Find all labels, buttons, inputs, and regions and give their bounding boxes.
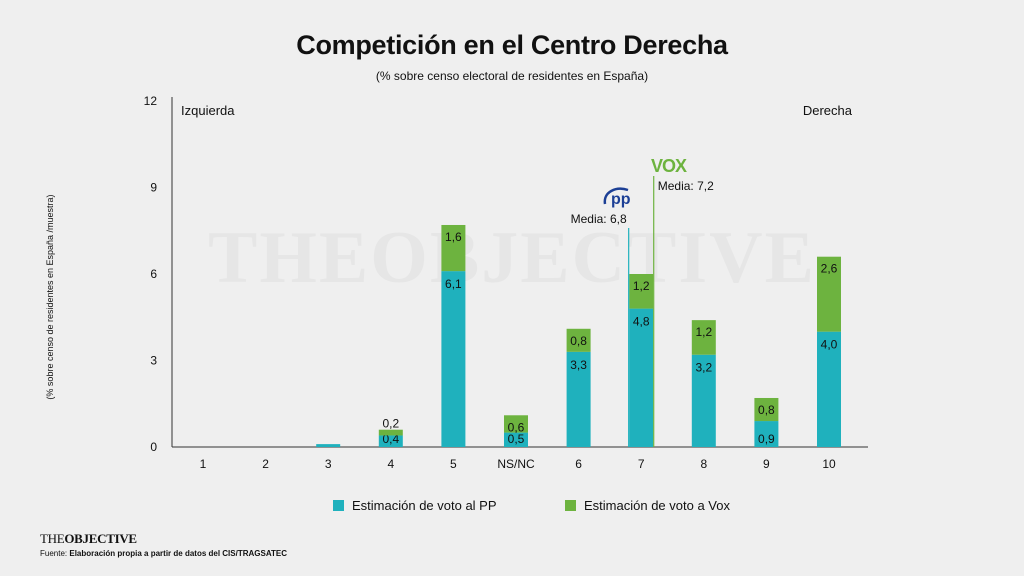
source-text: Elaboración propia a partir de datos del… — [69, 549, 288, 558]
x-tick-label: 10 — [822, 457, 836, 471]
vox-logo-icon: VOX — [651, 156, 687, 176]
bar-vox — [754, 397, 779, 422]
chart-title: Competición en el Centro Derecha — [296, 30, 728, 60]
legend-item-pp: Estimación de voto al PP — [333, 498, 497, 513]
legend-label-pp: Estimación de voto al PP — [352, 498, 497, 513]
bar-pp — [754, 421, 779, 447]
x-tick-label: 6 — [575, 457, 582, 471]
legend-item-vox: Estimación de voto a Vox — [565, 498, 730, 513]
watermark: THEOBJECTIVE — [208, 217, 816, 299]
y-tick-label: 3 — [150, 354, 157, 368]
x-tick-label: 8 — [700, 457, 707, 471]
bar-vox — [566, 328, 591, 352]
bar-pp — [817, 331, 841, 447]
data-label-pp: 0,5 — [508, 432, 525, 446]
y-tick-label: 12 — [144, 94, 158, 108]
bar-pp — [691, 354, 716, 447]
legend-swatch-vox — [565, 500, 576, 511]
bar-vox — [378, 429, 403, 436]
x-tick-label: 9 — [763, 457, 770, 471]
pp-mean-label: Media: 6,8 — [571, 212, 627, 226]
bar-vox — [441, 224, 466, 272]
y-tick-label: 0 — [150, 440, 157, 454]
brand-part2: OBJECTIVE — [64, 531, 137, 546]
legend-swatch-pp — [333, 500, 344, 511]
x-tick-label: NS/NC — [497, 457, 535, 471]
data-label-vox: 2,6 — [821, 262, 838, 276]
bar-pp — [629, 308, 654, 447]
bar-pp — [378, 435, 403, 447]
brand-logo: THEOBJECTIVE — [40, 531, 137, 547]
data-label-vox: 0,8 — [758, 403, 775, 417]
x-tick-label: 1 — [200, 457, 207, 471]
bar-pp — [316, 444, 341, 447]
x-tick-label: 4 — [387, 457, 394, 471]
annotation-right: Derecha — [803, 103, 853, 118]
x-tick-label: 3 — [325, 457, 332, 471]
data-label-pp: 3,2 — [695, 361, 712, 375]
bar-pp — [566, 351, 591, 447]
data-label-vox: 1,2 — [695, 325, 712, 339]
data-label-pp: 0,9 — [758, 432, 775, 446]
data-label-vox: 0,6 — [508, 420, 525, 434]
bar-vox — [817, 256, 841, 332]
x-tick-label: 2 — [262, 457, 269, 471]
vox-mean-label: Media: 7,2 — [658, 179, 714, 193]
data-label-vox: 0,2 — [382, 417, 399, 431]
x-tick-label: 7 — [638, 457, 645, 471]
y-tick-label: 9 — [150, 181, 157, 195]
bar-pp — [441, 271, 466, 447]
data-label-vox: 1,2 — [633, 279, 650, 293]
y-tick-label: 6 — [150, 267, 157, 281]
legend: Estimación de voto al PP Estimación de v… — [0, 498, 1024, 520]
source-note: Fuente: Elaboración propia a partir de d… — [40, 549, 287, 558]
bar-vox — [504, 415, 528, 433]
data-label-pp: 4,8 — [633, 315, 650, 329]
data-label-pp: 3,3 — [570, 358, 587, 372]
x-tick-label: 5 — [450, 457, 457, 471]
pp-logo-text: pp — [611, 191, 631, 208]
data-label-vox: 0,8 — [570, 334, 587, 348]
annotation-left: Izquierda — [181, 103, 235, 118]
data-label-pp: 0,4 — [382, 432, 399, 446]
source-prefix: Fuente: — [40, 549, 70, 558]
chart-subtitle: (% sobre censo electoral de residentes e… — [375, 69, 649, 83]
bar-vox — [691, 320, 716, 355]
legend-label-vox: Estimación de voto a Vox — [584, 498, 730, 513]
bar-pp — [504, 432, 528, 447]
bar-vox — [629, 274, 654, 309]
brand-part1: THE — [40, 531, 65, 546]
data-label-pp: 4,0 — [821, 338, 838, 352]
pp-logo-icon: pp — [602, 184, 636, 210]
data-label-vox: 1,6 — [445, 230, 462, 244]
data-label-pp: 6,1 — [445, 277, 462, 291]
